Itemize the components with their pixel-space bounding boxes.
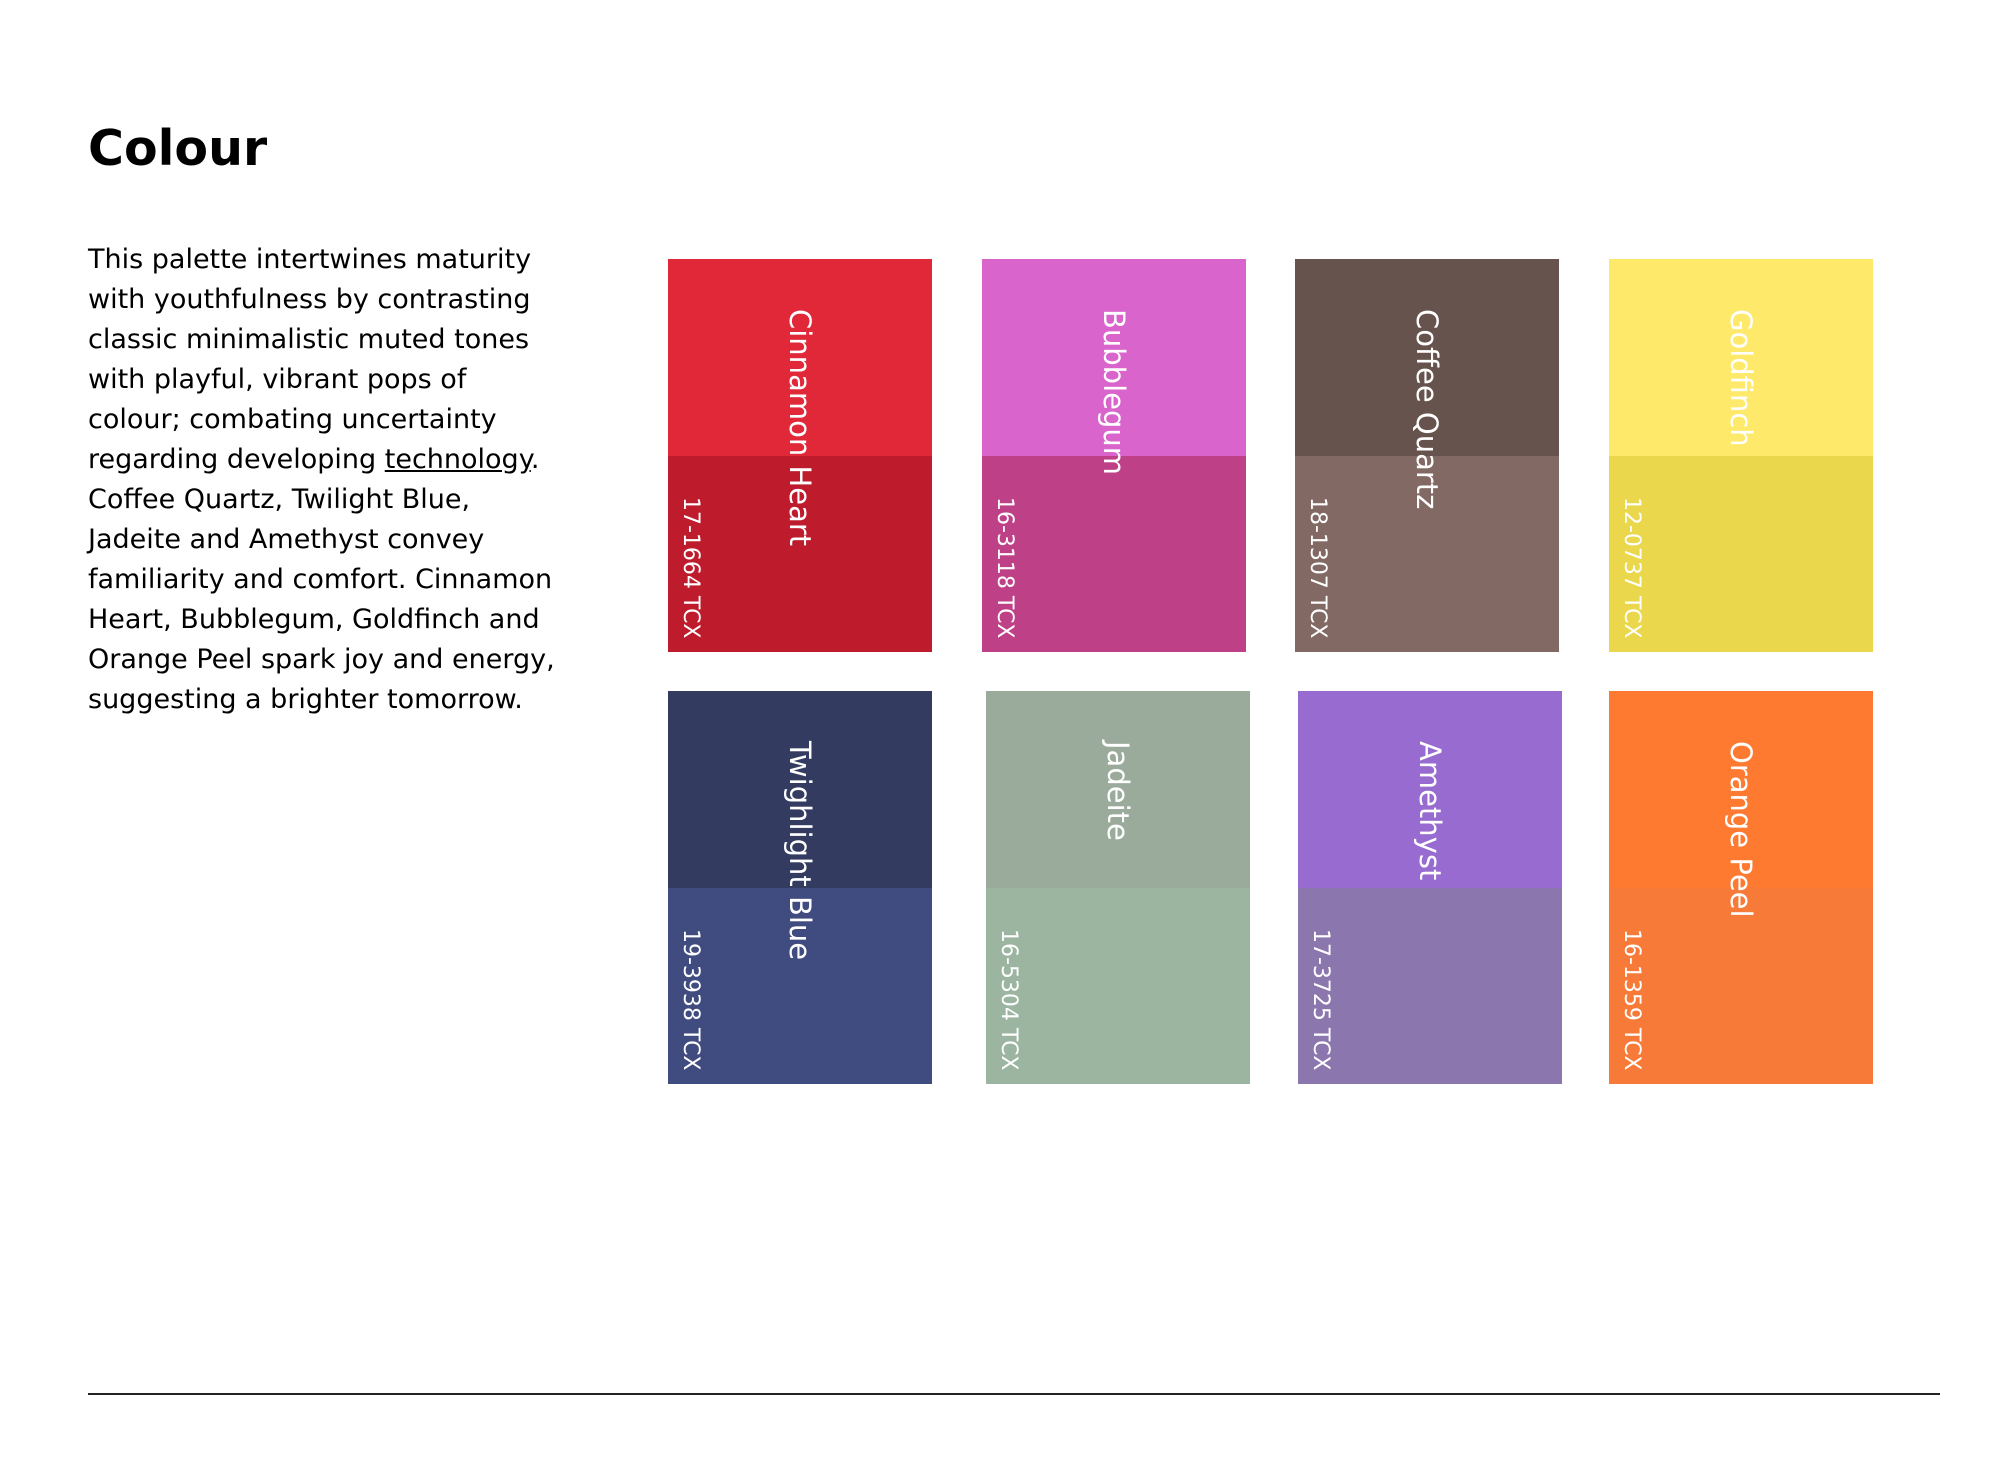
description-line: regarding developing technology. (88, 440, 588, 480)
description-line: This palette intertwines maturity (88, 244, 532, 275)
swatch-top-shade (668, 259, 932, 456)
swatch-jadeite: Jadeite 16-5304 TCX (986, 691, 1250, 1084)
swatch-cinnamon-heart: Cinnamon Heart 17-1664 TCX (668, 259, 932, 652)
description-line: classic minimalistic muted tones (88, 324, 530, 355)
swatch-code: 12-0737 TCX (1619, 496, 1644, 639)
swatch-top-shade (1298, 691, 1562, 888)
swatch-bubblegum: Bubblegum 16-3118 TCX (982, 259, 1246, 652)
description-line: with playful, vibrant pops of (88, 364, 467, 395)
swatch-bottom-shade (668, 456, 932, 652)
swatch-top-shade (668, 691, 932, 888)
swatch-code: 16-5304 TCX (996, 928, 1021, 1071)
swatch-name: Twighlight Blue (783, 741, 817, 961)
description-line: suggesting a brighter tomorrow. (88, 684, 523, 715)
swatch-twighlight-blue: Twighlight Blue 19-3938 TCX (668, 691, 932, 1084)
swatch-bottom-shade (982, 456, 1246, 652)
swatch-code: 16-1359 TCX (1619, 928, 1644, 1071)
page-title: Colour (88, 120, 268, 177)
description-line: with youthfulness by contrasting (88, 284, 531, 315)
description-text: . (530, 444, 540, 475)
swatch-bottom-shade (1295, 456, 1559, 652)
swatch-orange-peel: Orange Peel 16-1359 TCX (1609, 691, 1873, 1084)
swatch-top-shade (1609, 691, 1873, 888)
swatch-name: Amethyst (1413, 741, 1447, 881)
swatch-code: 19-3938 TCX (678, 928, 703, 1071)
swatch-top-shade (1609, 259, 1873, 456)
swatch-name: Cinnamon Heart (783, 309, 817, 547)
swatch-coffee-quartz: Coffee Quartz 18-1307 TCX (1295, 259, 1559, 652)
swatch-top-shade (1295, 259, 1559, 456)
description-line: colour; combating uncertainty (88, 404, 497, 435)
description-line: Orange Peel spark joy and energy, (88, 644, 555, 675)
swatch-name: Orange Peel (1724, 741, 1758, 918)
swatch-top-shade (986, 691, 1250, 888)
description-line: Coffee Quartz, Twilight Blue, (88, 484, 471, 515)
swatch-code: 16-3118 TCX (992, 496, 1017, 639)
swatch-code: 17-3725 TCX (1308, 928, 1333, 1071)
swatch-name: Coffee Quartz (1410, 309, 1444, 510)
description-text: regarding developing (88, 444, 385, 475)
swatch-name: Bubblegum (1097, 309, 1131, 476)
swatch-bottom-shade (668, 888, 932, 1084)
description-line: Heart, Bubblegum, Goldfinch and (88, 604, 540, 635)
swatch-bottom-shade (1609, 456, 1873, 652)
swatch-name: Jadeite (1101, 741, 1135, 841)
swatch-bottom-shade (1298, 888, 1562, 1084)
swatch-amethyst: Amethyst 17-3725 TCX (1298, 691, 1562, 1084)
description-line: familiarity and comfort. Cinnamon (88, 564, 553, 595)
swatch-code: 18-1307 TCX (1305, 496, 1330, 639)
palette-description: This palette intertwines maturity with y… (88, 240, 588, 720)
description-line: Jadeite and Amethyst convey (88, 524, 485, 555)
swatch-bottom-shade (986, 888, 1250, 1084)
swatch-top-shade (982, 259, 1246, 456)
technology-link[interactable]: technology (384, 444, 531, 475)
swatch-code: 17-1664 TCX (678, 496, 703, 639)
swatch-name: Goldfinch (1724, 309, 1758, 447)
footer-divider (88, 1393, 1940, 1395)
swatch-bottom-shade (1609, 888, 1873, 1084)
swatch-goldfinch: Goldfinch 12-0737 TCX (1609, 259, 1873, 652)
